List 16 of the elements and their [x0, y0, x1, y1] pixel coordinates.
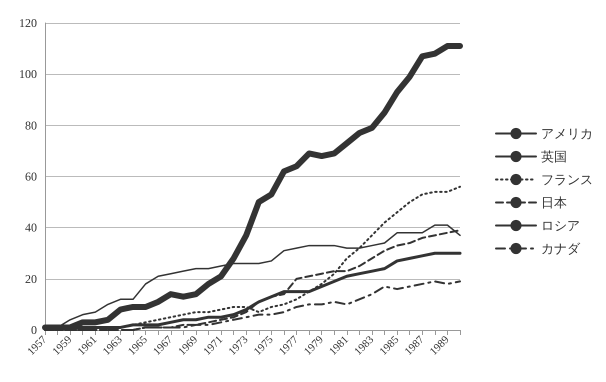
y-tick-label: 60 [25, 170, 37, 184]
y-tick-label: 20 [25, 272, 37, 286]
y-tick-label: 100 [19, 67, 37, 82]
legend-label: フランス [541, 172, 593, 187]
legend-label: 英国 [541, 149, 567, 164]
x-tick-label: 1961 [76, 334, 100, 358]
x-tick-label: 1971 [201, 334, 226, 358]
y-tick-label: 40 [25, 220, 37, 235]
y-tick-label: 80 [25, 118, 37, 132]
legend-label: カナダ [541, 241, 581, 256]
legend-label: 日本 [541, 195, 567, 210]
x-tick-label: 1981 [327, 334, 352, 358]
legend-label: ロシア [541, 218, 580, 233]
y-tick-label: 0 [31, 323, 37, 337]
y-tick-label: 120 [19, 16, 37, 30]
legend-label: アメリカ [541, 126, 593, 141]
